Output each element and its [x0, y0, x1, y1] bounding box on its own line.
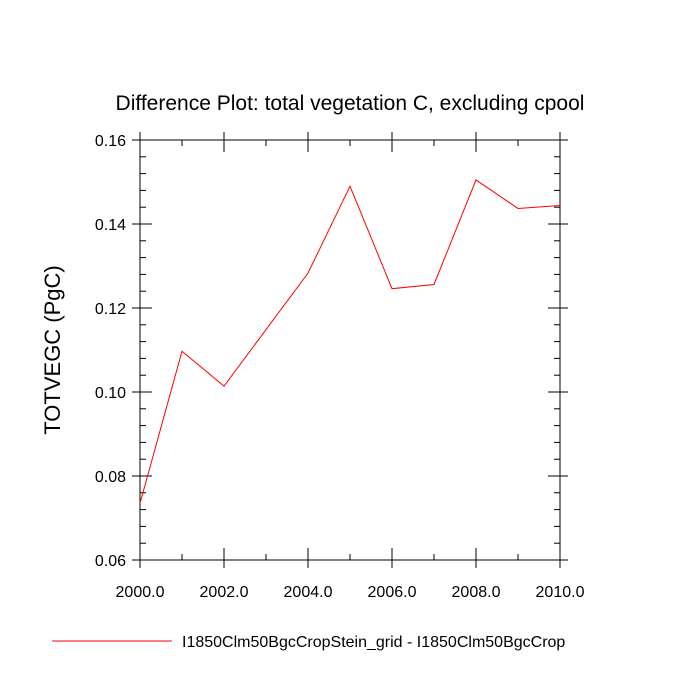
x-tick-label: 2008.0 [452, 584, 501, 601]
x-tick-label: 2010.0 [536, 584, 585, 601]
y-tick-label: 0.16 [95, 133, 126, 150]
legend: I1850Clm50BgcCropStein_grid - I1850Clm50… [52, 634, 565, 651]
x-tick-label: 2002.0 [200, 584, 249, 601]
y-tick-label: 0.14 [95, 217, 126, 234]
x-tick-label: 2000.0 [116, 584, 165, 601]
plot-frame [139, 139, 561, 561]
x-tick-label: 2004.0 [284, 584, 333, 601]
chart-title: Difference Plot: total vegetation C, exc… [116, 92, 585, 115]
series-line [139, 179, 561, 504]
y-axis-label: TOTVEGC (PgC) [40, 265, 65, 435]
axes: 0.06 0.08 0.10 0.12 0.14 0.16 2000.0 2002.0 2004… [95, 132, 585, 601]
y-tick-label: 0.08 [95, 469, 126, 486]
x-tick-label: 2006.0 [368, 584, 417, 601]
series-layer [139, 179, 561, 504]
y-tick-label: 0.10 [95, 385, 126, 402]
y-tick-label: 0.12 [95, 301, 126, 318]
legend-label: I1850Clm50BgcCropStein_grid - I1850Clm50… [182, 634, 565, 651]
y-tick-label: 0.06 [95, 553, 126, 570]
